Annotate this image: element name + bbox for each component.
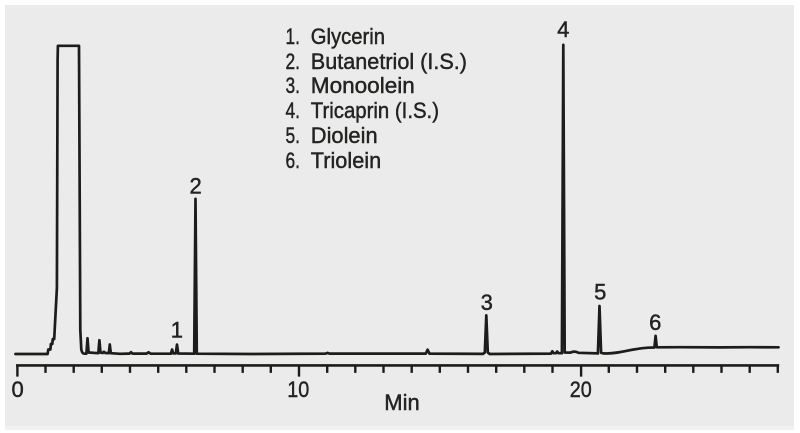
svg-text:1: 1 <box>171 318 183 343</box>
svg-text:3.: 3. <box>286 73 301 98</box>
svg-text:20: 20 <box>570 377 592 402</box>
svg-text:1.: 1. <box>286 24 301 49</box>
svg-text:0: 0 <box>11 377 23 402</box>
svg-text:Diolein: Diolein <box>311 123 378 148</box>
svg-text:5: 5 <box>594 280 606 305</box>
svg-text:2: 2 <box>189 174 201 199</box>
svg-text:Glycerin: Glycerin <box>311 24 385 49</box>
svg-text:2.: 2. <box>286 49 301 74</box>
svg-text:Triolein: Triolein <box>311 148 381 173</box>
svg-text:Butanetriol (I.S.): Butanetriol (I.S.) <box>311 49 467 74</box>
svg-text:Monoolein: Monoolein <box>311 73 415 98</box>
svg-text:6.: 6. <box>286 148 301 173</box>
svg-text:4: 4 <box>557 17 569 42</box>
svg-text:4.: 4. <box>286 98 301 123</box>
svg-text:3: 3 <box>481 290 493 315</box>
svg-text:Tricaprin (I.S.): Tricaprin (I.S.) <box>311 98 439 123</box>
svg-text:Min: Min <box>384 390 419 415</box>
svg-text:5.: 5. <box>286 123 301 148</box>
svg-text:10: 10 <box>287 377 309 402</box>
svg-text:6: 6 <box>649 310 661 335</box>
